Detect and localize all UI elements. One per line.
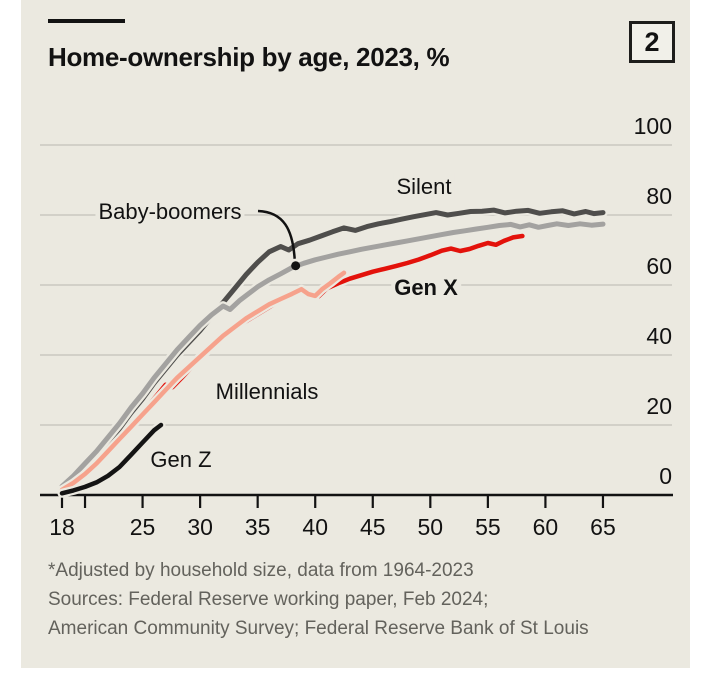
x-tick-label-40: 40 [302,514,328,540]
y-tick-label-20: 20 [646,393,672,419]
x-tick-label-60: 60 [533,514,559,540]
series-line-genz [59,422,164,496]
chart-card [21,0,690,668]
panel-number-badge: 2 [629,21,675,63]
series-label-gen-z: Gen Z [147,446,215,474]
x-tick-label-55: 55 [475,514,501,540]
footnote-line-3: American Community Survey; Federal Reser… [48,618,589,639]
footnote-line-2: Sources: Federal Reserve working paper, … [48,589,489,610]
y-tick-label-80: 80 [646,183,672,209]
y-tick-label-0: 0 [659,463,672,489]
x-tick-label-25: 25 [130,514,156,540]
callout-arrow [257,209,296,259]
series-label-millennials: Millennials [212,378,322,406]
x-tick-label-45: 45 [360,514,386,540]
x-tick-label-30: 30 [187,514,213,540]
callout-dot [291,261,301,271]
series-line-millennials [59,270,347,493]
series-line-boomers [59,221,606,489]
x-tick-label-35: 35 [245,514,271,540]
series-label-silent: Silent [393,173,455,201]
title-rule [48,19,125,23]
x-tick-label-50: 50 [418,514,444,540]
footnote: *Adjusted by household size, data from 1… [48,556,589,643]
x-tick-label-65: 65 [590,514,616,540]
y-tick-label-100: 100 [634,113,672,139]
x-tick-label-18: 18 [49,514,75,540]
footnote-line-1: *Adjusted by household size, data from 1… [48,560,474,581]
series-label-baby-boomers: Baby-boomers [95,198,245,226]
y-tick-label-40: 40 [646,323,672,349]
series-label-gen-x: Gen X [391,274,461,302]
y-tick-label-60: 60 [646,253,672,279]
chart-title: Home-ownership by age, 2023, % [48,42,450,72]
